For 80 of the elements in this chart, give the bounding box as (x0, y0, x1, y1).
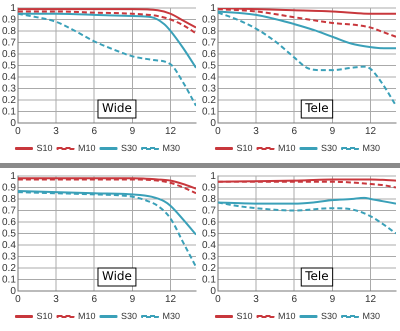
y-tick-label: 0.7 (2, 37, 16, 48)
legend-label: S30 (121, 142, 138, 153)
y-tick-label: 0.5 (202, 60, 216, 72)
legend-label: M10 (278, 310, 296, 321)
y-tick-label: 0.5 (2, 60, 16, 72)
y-tick-label: 0.2 (2, 94, 16, 106)
y-tick-label: 0.8 (202, 26, 216, 37)
x-tick-label: 6 (91, 126, 98, 137)
legend-label: S30 (121, 310, 138, 321)
y-tick-label: 0.8 (2, 194, 16, 205)
legend-label: M30 (362, 142, 380, 153)
y-tick-label: 0.4 (2, 72, 16, 83)
y-tick-label: 0.9 (202, 182, 216, 194)
y-tick-label: 0.9 (2, 182, 16, 194)
y-tick-label: 0 (10, 118, 16, 129)
x-tick-label: 6 (291, 126, 298, 137)
y-tick-label: 0.4 (2, 240, 16, 251)
x-tick-label: 6 (91, 294, 98, 305)
y-tick-label: 0.6 (202, 216, 216, 228)
x-tick-label: 3 (53, 294, 60, 305)
x-tick-label: 6 (291, 294, 298, 305)
legend-label: S10 (236, 310, 252, 321)
x-tick-label: 3 (53, 126, 60, 137)
y-tick-label: 1 (10, 2, 16, 14)
legend-label: M10 (278, 142, 296, 153)
y-tick-label: 1 (210, 170, 216, 182)
y-tick-label: 0.4 (202, 240, 216, 251)
x-tick-label: 9 (130, 126, 136, 137)
x-tick-label: 12 (164, 294, 177, 305)
legend-label: M30 (162, 142, 180, 153)
y-tick-label: 0.8 (2, 26, 16, 37)
y-tick-label: 0.2 (202, 94, 216, 106)
y-tick-label: 0.8 (202, 194, 216, 205)
y-tick-label: 1 (210, 2, 216, 14)
x-tick-label: 9 (330, 126, 336, 137)
y-tick-label: 0.1 (2, 106, 16, 118)
x-tick-label: 9 (130, 294, 136, 305)
annotation: Tele (304, 101, 329, 116)
y-tick-label: 0.9 (2, 14, 16, 26)
annotation: Tele (304, 269, 329, 284)
y-tick-label: 0.2 (2, 262, 16, 274)
legend-label: S30 (321, 310, 338, 321)
y-tick-label: 0.7 (202, 205, 216, 216)
x-tick-label: 12 (164, 126, 177, 137)
y-tick-label: 0.7 (202, 37, 216, 48)
legend-label: M10 (78, 310, 96, 321)
y-tick-label: 0.5 (2, 228, 16, 240)
legend-label: M10 (78, 142, 96, 153)
y-tick-label: 0.1 (202, 106, 216, 118)
y-tick-label: 0.3 (202, 251, 216, 262)
y-tick-label: 0.6 (2, 48, 16, 60)
y-tick-label: 0.1 (202, 274, 216, 286)
annotation: Wide (102, 269, 132, 284)
y-tick-label: 0.3 (202, 83, 216, 94)
x-tick-label: 3 (253, 294, 260, 305)
x-tick-label: 12 (364, 126, 377, 137)
y-tick-label: 0.2 (202, 262, 216, 274)
y-tick-label: 0.6 (202, 48, 216, 60)
legend-label: S10 (236, 142, 252, 153)
x-tick-label: 12 (364, 294, 377, 305)
y-tick-label: 0.5 (202, 228, 216, 240)
legend-label: S10 (36, 142, 52, 153)
y-tick-label: 0 (10, 286, 16, 297)
y-tick-label: 1 (10, 170, 16, 182)
y-tick-label: 0.7 (2, 205, 16, 216)
legend-label: M30 (162, 310, 180, 321)
y-tick-label: 0.4 (202, 72, 216, 83)
legend-label: M30 (362, 310, 380, 321)
y-tick-label: 0 (210, 286, 216, 297)
legend-label: S10 (36, 310, 52, 321)
y-tick-label: 0.9 (202, 14, 216, 26)
y-tick-label: 0.3 (2, 83, 16, 94)
y-tick-label: 0 (210, 118, 216, 129)
y-tick-label: 0.1 (2, 274, 16, 286)
annotation: Wide (102, 101, 132, 116)
y-tick-label: 0.6 (2, 216, 16, 228)
legend-label: S30 (321, 142, 338, 153)
x-tick-label: 3 (253, 126, 260, 137)
y-tick-label: 0.3 (2, 251, 16, 262)
x-tick-label: 9 (330, 294, 336, 305)
